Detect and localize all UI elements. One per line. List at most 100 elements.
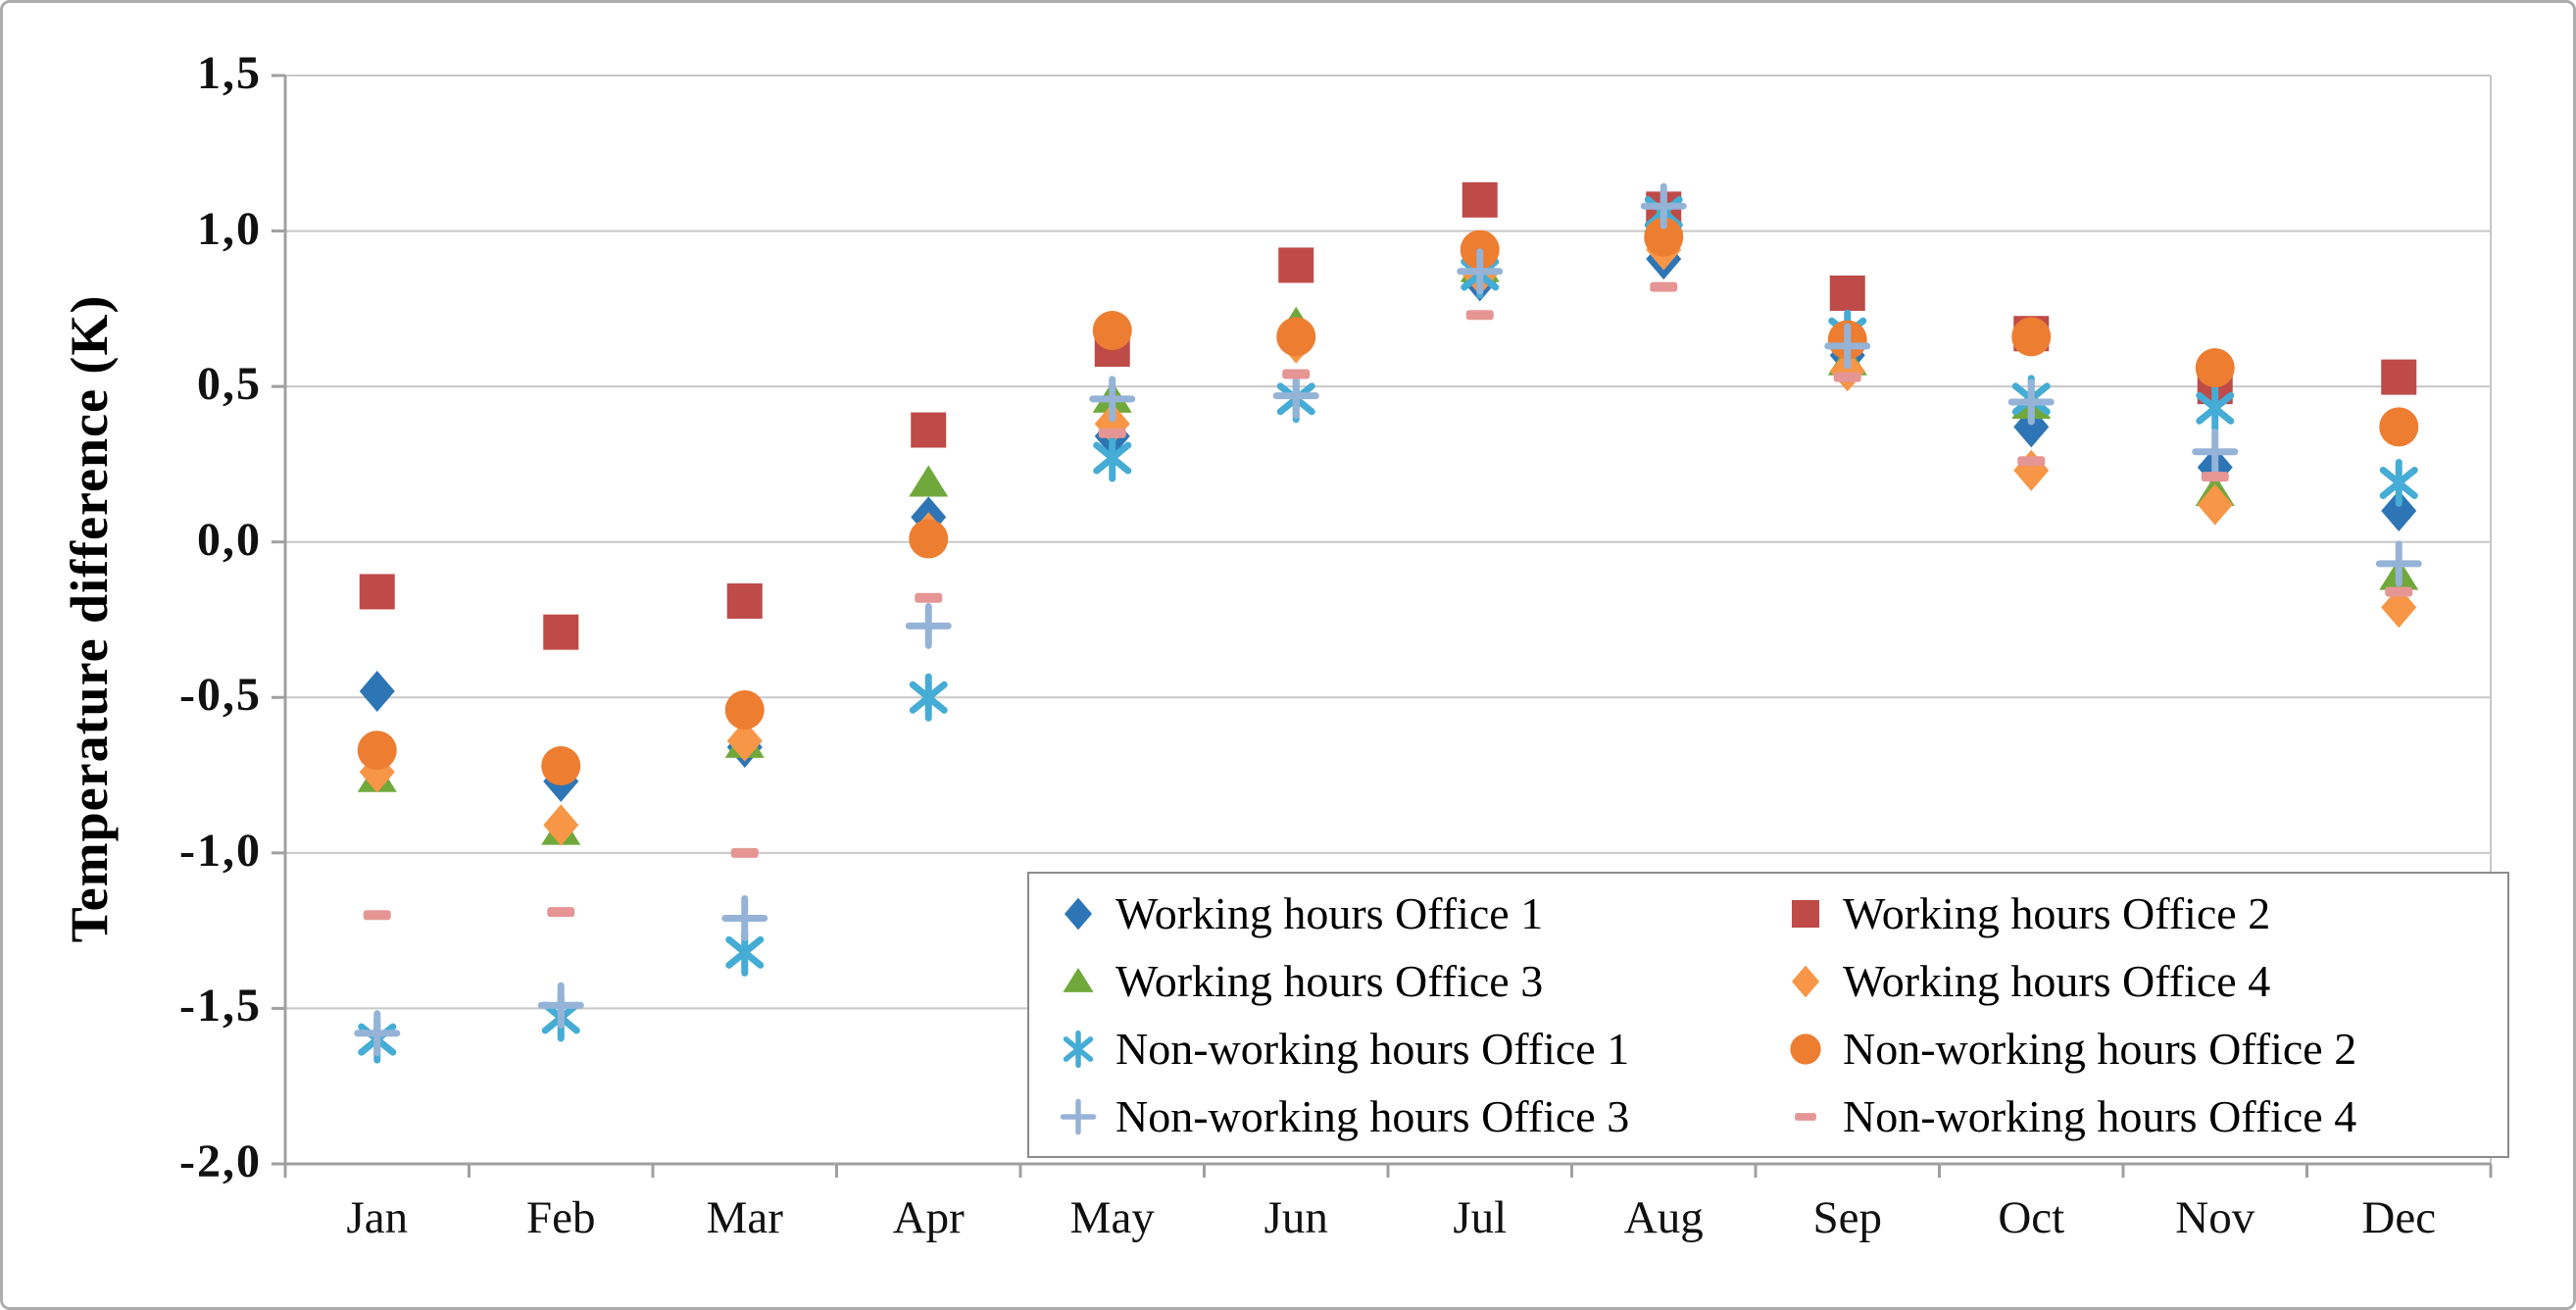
legend-item-non-working-hours-office-2: Non-working hours Office 2	[1780, 1023, 2507, 1075]
non-working-hours-office-3-point-jan	[354, 1010, 401, 1057]
y-tick-label--0-5: -0,5	[179, 669, 262, 722]
non-working-hours-office-2-point-may	[1092, 311, 1132, 351]
legend-item-working-hours-office-4: Working hours Office 4	[1780, 955, 2507, 1007]
non-working-hours-office-2-point-jan	[357, 731, 397, 771]
non-working-hours-office-3-point-mar	[721, 894, 768, 941]
y-tick-label-1-5: 1,5	[197, 47, 262, 99]
legend-label-working-hours-office-2: Working hours Office 2	[1843, 888, 2271, 938]
non-working-hours-office-4-point-oct	[2017, 456, 2046, 467]
working-hours-office-2-point-jun	[1278, 247, 1314, 283]
non-working-hours-office-1-legend-marker-icon	[1063, 1030, 1094, 1068]
x-tick-label-aug: Aug	[1623, 1192, 1704, 1243]
non-working-hours-office-3-point-aug	[1640, 182, 1687, 229]
working-hours-office-4-point-feb	[543, 804, 579, 846]
legend-item-working-hours-office-3: Working hours Office 3	[1053, 955, 1780, 1007]
legend-item-working-hours-office-2: Working hours Office 2	[1780, 887, 2507, 939]
working-hours-office-2-point-mar	[726, 582, 763, 619]
working-hours-office-2-point-jan	[359, 574, 395, 610]
non-working-hours-office-3-legend-glyph	[1060, 1098, 1097, 1134]
x-tick-label-sep: Sep	[1812, 1192, 1883, 1243]
working-hours-office-4-point-oct	[2013, 449, 2050, 491]
x-tick-label-jun: Jun	[1263, 1192, 1328, 1243]
non-working-hours-office-3-point-nov	[2192, 428, 2239, 476]
non-working-hours-office-2-legend-glyph	[1790, 1033, 1821, 1065]
non-working-hours-office-2-point-feb	[541, 746, 581, 786]
legend-label-non-working-hours-office-3: Non-working hours Office 3	[1115, 1091, 1630, 1141]
legend-label-working-hours-office-3: Working hours Office 3	[1115, 956, 1544, 1006]
non-working-hours-office-3-point-may	[1089, 376, 1136, 423]
plot-area	[272, 74, 2493, 1178]
x-tick-label-mar: Mar	[706, 1192, 783, 1243]
non-working-hours-office-4-point-dec	[2385, 586, 2413, 597]
non-working-hours-office-1-point-dec	[2379, 458, 2418, 507]
working-hours-office-1-legend-marker-icon	[1064, 897, 1093, 930]
non-working-hours-office-2-legend-marker-icon	[1790, 1033, 1821, 1065]
non-working-hours-office-2-point-nov	[2195, 348, 2235, 388]
non-working-hours-office-4-point-jan	[363, 910, 391, 921]
working-hours-office-3-point-apr	[909, 465, 949, 497]
legend-item-non-working-hours-office-1: Non-working hours Office 1	[1053, 1023, 1780, 1075]
x-tick-label-nov: Nov	[2175, 1192, 2255, 1243]
legend-label-working-hours-office-4: Working hours Office 4	[1843, 956, 2271, 1006]
legend-label-non-working-hours-office-1: Non-working hours Office 1	[1115, 1024, 1630, 1074]
non-working-hours-office-3-point-feb	[537, 982, 584, 1029]
x-tick-label-dec: Dec	[2361, 1192, 2437, 1243]
x-tick-label-may: May	[1069, 1192, 1155, 1243]
working-hours-office-4-point-nov	[2197, 483, 2233, 526]
working-hours-office-2-point-dec	[2381, 359, 2417, 395]
non-working-hours-office-2-point-apr	[909, 519, 949, 559]
x-tick-label-jul: Jul	[1453, 1192, 1508, 1243]
non-working-hours-office-4-legend-glyph	[1795, 1112, 1816, 1121]
non-working-hours-office-4-point-mar	[730, 847, 759, 858]
working-hours-office-2-legend-glyph	[1791, 899, 1820, 928]
working-hours-office-4-legend-marker-icon	[1791, 965, 1820, 997]
working-hours-office-1-point-jan	[359, 670, 395, 712]
x-tick-label-feb: Feb	[526, 1192, 596, 1243]
non-working-hours-office-4-point-apr	[915, 592, 943, 603]
non-working-hours-office-3-point-apr	[905, 602, 952, 649]
non-working-hours-office-3-point-jul	[1457, 248, 1504, 295]
non-working-hours-office-1-point-nov	[2196, 383, 2235, 432]
non-working-hours-office-2-point-aug	[1644, 217, 1684, 257]
y-tick-label-0-5: 0,5	[197, 358, 262, 411]
non-working-hours-office-4-point-feb	[547, 907, 575, 918]
y-tick-label--2-0: -2,0	[179, 1135, 262, 1187]
non-working-hours-office-4-point-jun	[1282, 369, 1311, 379]
y-tick-label-0-0: 0,0	[197, 513, 262, 566]
working-hours-office-1-point-dec	[2381, 490, 2417, 531]
non-working-hours-office-4-legend-marker-icon	[1795, 1112, 1816, 1121]
working-hours-office-3-legend-marker-icon	[1063, 967, 1094, 992]
legend-label-non-working-hours-office-2: Non-working hours Office 2	[1843, 1024, 2357, 1074]
x-tick-label-oct: Oct	[1998, 1192, 2065, 1243]
non-working-hours-office-1-point-may	[1093, 433, 1132, 482]
legend-item-non-working-hours-office-4: Non-working hours Office 4	[1780, 1090, 2507, 1142]
non-working-hours-office-4-point-aug	[1650, 281, 1678, 292]
working-hours-office-2-point-sep	[1829, 276, 1865, 311]
non-working-hours-office-2-point-oct	[2011, 317, 2052, 357]
non-working-hours-office-3-point-dec	[2375, 540, 2422, 587]
non-working-hours-office-4-point-nov	[2201, 472, 2229, 482]
working-hours-office-1-legend-glyph	[1064, 897, 1093, 930]
working-hours-office-4-point-mar	[726, 720, 763, 762]
y-tick-label--1-5: -1,5	[179, 980, 262, 1033]
working-hours-office-2-point-apr	[911, 412, 947, 448]
non-working-hours-office-2-point-mar	[724, 689, 765, 730]
legend: Working hours Office 1 Working hours Offi…	[1027, 872, 2509, 1158]
working-hours-office-2-point-feb	[543, 614, 579, 650]
non-working-hours-office-3-point-oct	[2007, 378, 2055, 426]
non-working-hours-office-3-legend-marker-icon	[1060, 1098, 1097, 1134]
legend-label-working-hours-office-1: Working hours Office 1	[1115, 888, 1544, 938]
working-hours-office-3-legend-glyph	[1063, 967, 1094, 992]
y-tick-label-1-0: 1,0	[197, 202, 262, 255]
working-hours-office-4-point-dec	[2381, 586, 2417, 629]
non-working-hours-office-2-point-jun	[1276, 317, 1316, 357]
working-hours-office-4-legend-glyph	[1791, 965, 1820, 997]
working-hours-office-2-point-jul	[1461, 181, 1498, 218]
non-working-hours-office-3-point-jun	[1272, 373, 1319, 420]
non-working-hours-office-4-point-sep	[1833, 372, 1861, 382]
non-working-hours-office-1-legend-glyph	[1063, 1030, 1094, 1068]
legend-item-working-hours-office-1: Working hours Office 1	[1053, 887, 1780, 939]
non-working-hours-office-3-point-sep	[1824, 323, 1871, 370]
working-hours-office-2-legend-marker-icon	[1791, 899, 1820, 928]
